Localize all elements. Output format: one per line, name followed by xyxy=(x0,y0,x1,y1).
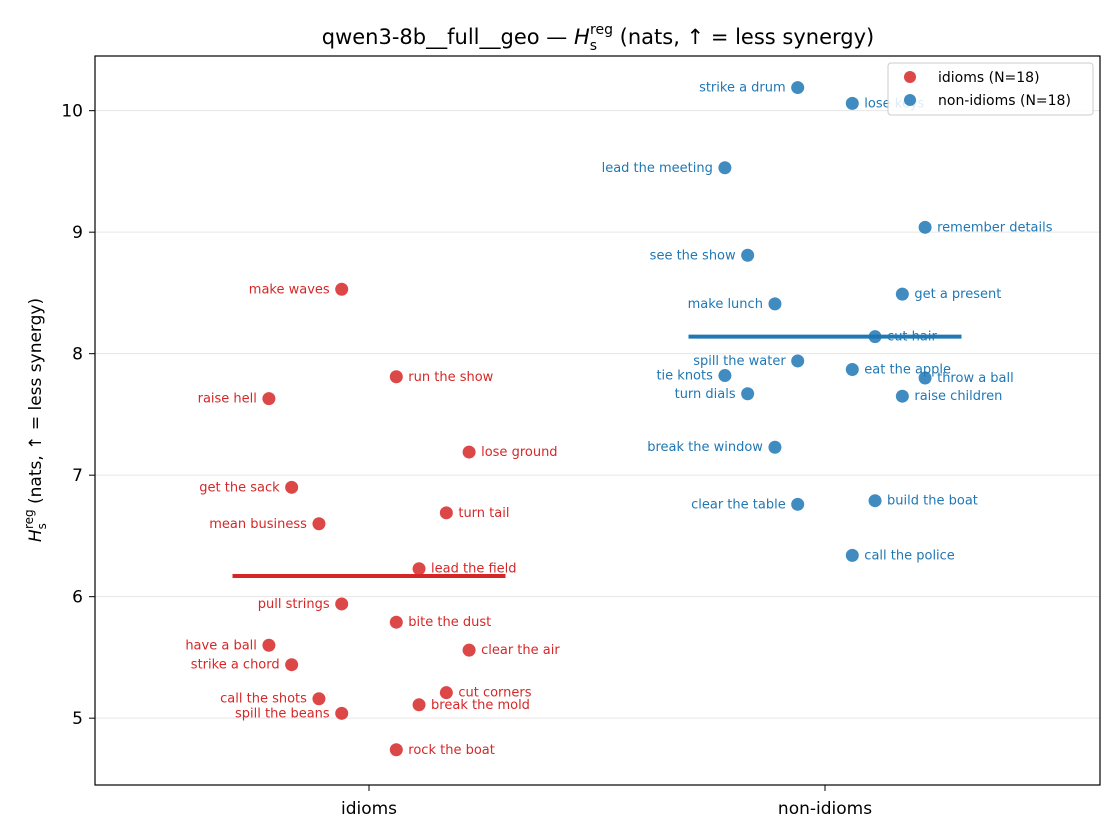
data-label: have a ball xyxy=(185,638,257,653)
data-label: throw a ball xyxy=(937,371,1014,386)
data-point xyxy=(768,440,782,454)
data-label: get a present xyxy=(914,287,1001,302)
data-label: bite the dust xyxy=(408,615,491,630)
grid-lines xyxy=(95,110,1100,719)
data-label: turn dials xyxy=(675,387,736,402)
data-point xyxy=(845,362,859,376)
legend-label-idioms: idioms (N=18) xyxy=(938,70,1040,86)
data-point xyxy=(868,494,882,508)
data-point xyxy=(389,743,403,757)
data-point xyxy=(845,548,859,562)
y-tick-label: 7 xyxy=(72,466,83,486)
data-label: see the show xyxy=(650,248,736,263)
data-point xyxy=(389,370,403,384)
x-tick-label-idioms: idioms xyxy=(341,799,397,819)
data-label: break the mold xyxy=(431,698,530,713)
data-point xyxy=(791,497,805,511)
data-point xyxy=(335,706,349,720)
data-label: pull strings xyxy=(258,597,330,612)
data-point xyxy=(918,220,932,234)
data-point xyxy=(741,387,755,401)
data-point xyxy=(741,248,755,262)
chart-title: qwen3-8b__full__geo — Hsreg (nats, ↑ = l… xyxy=(322,22,874,54)
legend-marker-idioms xyxy=(904,71,916,83)
data-point xyxy=(262,638,276,652)
data-point xyxy=(389,615,403,629)
data-point xyxy=(845,96,859,110)
point-labels: make waves run the show raise hell lose gro… xyxy=(185,81,1052,758)
data-point xyxy=(791,81,805,95)
data-point xyxy=(918,371,932,385)
legend-label-non-idioms: non-idioms (N=18) xyxy=(938,93,1071,109)
data-label: clear the table xyxy=(691,497,786,512)
data-point xyxy=(285,658,299,672)
data-label: strike a drum xyxy=(699,81,786,96)
data-label: strike a chord xyxy=(191,658,280,673)
y-tick-label: 8 xyxy=(72,345,83,365)
data-point xyxy=(335,597,349,611)
data-label: run the show xyxy=(408,370,493,385)
x-axis: idioms non-idioms xyxy=(341,785,872,819)
data-label: call the shots xyxy=(220,692,307,707)
data-label: lead the field xyxy=(431,562,516,577)
data-label: spill the water xyxy=(693,354,786,369)
data-point xyxy=(718,161,732,175)
data-label: get the sack xyxy=(199,480,280,495)
data-label: rock the boat xyxy=(408,743,495,758)
plot-area xyxy=(95,56,1100,785)
mean-lines xyxy=(232,334,962,579)
y-tick-label: 6 xyxy=(72,588,83,608)
data-point xyxy=(412,562,426,576)
data-label: make waves xyxy=(249,282,330,297)
plot-frame xyxy=(94,55,1101,786)
data-label: cut hair xyxy=(887,330,937,345)
data-point xyxy=(439,686,453,700)
data-label: raise hell xyxy=(198,392,257,407)
data-label: make lunch xyxy=(688,297,763,312)
data-point xyxy=(439,506,453,520)
data-point xyxy=(895,389,909,403)
y-axis: 5 6 7 8 9 10 xyxy=(61,102,95,729)
data-label: break the window xyxy=(647,440,763,455)
data-point xyxy=(718,369,732,383)
y-axis-label: Hsreg (nats, ↑ = less synergy) xyxy=(22,298,49,542)
data-point xyxy=(768,297,782,311)
y-tick-label: 9 xyxy=(72,223,83,243)
data-point xyxy=(335,282,349,296)
data-point xyxy=(285,480,299,494)
data-label: mean business xyxy=(209,517,307,532)
data-label: spill the beans xyxy=(235,706,330,721)
data-point xyxy=(312,692,326,706)
data-label: turn tail xyxy=(458,506,509,521)
data-label: tie knots xyxy=(656,369,713,384)
data-label: build the boat xyxy=(887,494,978,509)
data-label: call the police xyxy=(864,548,955,563)
data-point xyxy=(412,698,426,712)
data-point xyxy=(462,643,476,657)
legend-box xyxy=(887,62,1094,116)
legend-marker-non-idioms xyxy=(904,94,916,106)
data-point xyxy=(895,287,909,301)
data-points xyxy=(262,81,932,757)
data-point xyxy=(312,517,326,531)
y-tick-label: 10 xyxy=(61,102,83,122)
legend: idioms (N=18) non-idioms (N=18) xyxy=(887,62,1094,116)
data-label: remember details xyxy=(937,220,1053,235)
data-label: lead the meeting xyxy=(602,161,713,176)
data-label: clear the air xyxy=(481,643,560,658)
y-tick-label: 5 xyxy=(72,709,83,729)
data-point xyxy=(791,354,805,368)
x-tick-label-non-idioms: non-idioms xyxy=(778,799,872,819)
data-label: raise children xyxy=(914,389,1002,404)
data-point xyxy=(462,445,476,459)
data-point xyxy=(262,392,276,406)
data-label: eat the apple xyxy=(864,362,951,377)
data-label: cut corners xyxy=(458,686,531,701)
data-label: lose ground xyxy=(481,445,557,460)
data-point xyxy=(868,330,882,344)
